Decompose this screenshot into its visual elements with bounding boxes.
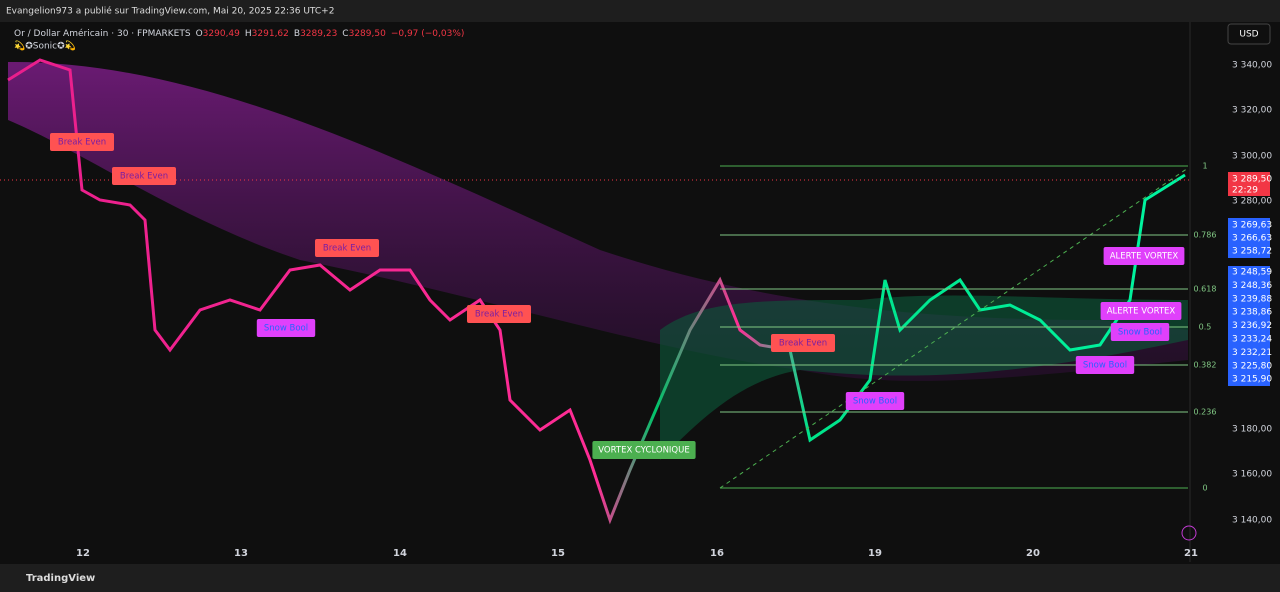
fib-label: 0.236 xyxy=(1194,408,1217,417)
alert-icon[interactable] xyxy=(1181,525,1197,541)
level-label: 3 236,92 xyxy=(1232,321,1272,331)
price-tick-label: 3 160,00 xyxy=(1232,470,1272,480)
annotation-label: Snow Bool xyxy=(1118,328,1162,338)
annotation-box xyxy=(1110,323,1170,341)
currency: USD xyxy=(1239,30,1258,40)
level-label: 3 233,24 xyxy=(1232,335,1272,345)
date-tick-label: 16 xyxy=(710,548,724,559)
price-tick-label: 3 340,00 xyxy=(1232,61,1272,71)
legend-b: 3289,23 xyxy=(300,29,337,39)
last-price-box xyxy=(1228,172,1270,196)
date-tick-label: 20 xyxy=(1026,548,1040,559)
fib-label: 0.786 xyxy=(1194,231,1217,240)
legend-change: −0,97 (−0,03%) xyxy=(391,29,465,39)
fib-label: 0.382 xyxy=(1194,361,1217,370)
annotation-box xyxy=(256,319,316,337)
indicator-cloud xyxy=(8,61,1188,381)
legend-h-label: H xyxy=(245,29,252,39)
date-tick-label: 19 xyxy=(868,548,882,559)
fib-label: 0 xyxy=(1202,484,1207,493)
annotation-box xyxy=(592,441,696,459)
level-label: 3 248,36 xyxy=(1232,281,1272,291)
annotation-label: Break Even xyxy=(323,244,371,254)
date-tick-label: 13 xyxy=(234,548,248,559)
date-tick-label: 15 xyxy=(551,548,565,559)
legend-h: 3291,62 xyxy=(252,29,289,39)
annotation-label: Break Even xyxy=(120,172,168,182)
annotation-label: ALERTE VORTEX xyxy=(1107,307,1176,317)
price-tick-label: 3 320,00 xyxy=(1232,106,1272,116)
date-tick-label: 21 xyxy=(1184,548,1198,559)
level-label: 3 225,80 xyxy=(1232,361,1272,371)
footer-brand: TradingView xyxy=(26,573,95,584)
price-tick-label: 3 180,00 xyxy=(1232,425,1272,435)
level-box xyxy=(1228,218,1270,258)
fib-label: 0.618 xyxy=(1194,285,1217,294)
fib-label: 0.5 xyxy=(1199,323,1212,332)
legend-symbol: Or / Dollar Américain · 30 · FPMARKETS xyxy=(14,28,191,39)
footer-bar xyxy=(0,564,1280,592)
top-bar xyxy=(0,0,1280,22)
legend: Or / Dollar Américain · 30 · FPMARKETS O3… xyxy=(14,28,464,39)
date-tick-label: 14 xyxy=(393,548,407,559)
price-tick-label: 3 140,00 xyxy=(1232,516,1272,526)
annotation-box xyxy=(1103,247,1185,265)
annotation-label: Snow Bool xyxy=(853,397,897,407)
level-label: 3 248,59 xyxy=(1232,268,1272,278)
countdown: 22:29 xyxy=(1232,186,1258,196)
level-box xyxy=(1228,266,1270,386)
price-tick-label: 3 280,00 xyxy=(1232,197,1272,207)
date-tick-label: 12 xyxy=(76,548,90,559)
annotation-box xyxy=(1100,302,1182,320)
annotation-box xyxy=(112,167,176,185)
level-label: 3 258,72 xyxy=(1232,247,1272,257)
level-label: 3 238,86 xyxy=(1232,308,1272,318)
annotation-box xyxy=(1075,356,1135,374)
annotation-label: VORTEX CYCLONIQUE xyxy=(598,446,689,456)
price-tick-label: 3 300,00 xyxy=(1232,152,1272,162)
fib-trend-line xyxy=(719,167,1189,489)
annotation-box xyxy=(315,239,379,257)
annotation-label: Break Even xyxy=(475,310,523,320)
annotation-label: Break Even xyxy=(58,138,106,148)
publisher: Evangelion973 a publié sur TradingView.c… xyxy=(6,6,334,17)
level-label: 3 232,21 xyxy=(1232,348,1272,358)
legend-c: 3289,50 xyxy=(349,29,386,39)
annotation-label: Snow Bool xyxy=(264,324,308,334)
legend-o-label: O xyxy=(196,29,203,39)
legend-b-label: B xyxy=(294,29,300,39)
annotation-label: Break Even xyxy=(779,339,827,349)
fib-label: 1 xyxy=(1202,162,1207,171)
annotation-box xyxy=(467,305,531,323)
legend-c-label: C xyxy=(342,29,348,39)
level-label: 3 215,90 xyxy=(1232,375,1272,385)
indicator-name: 💫✪Sonic✪💫 xyxy=(14,40,76,52)
level-label: 3 239,88 xyxy=(1232,294,1272,304)
level-label: 3 269,63 xyxy=(1232,221,1272,231)
annotation-box xyxy=(50,133,114,151)
annotation-label: ALERTE VORTEX xyxy=(1110,252,1179,262)
price-curve xyxy=(7,58,1186,525)
level-label: 3 266,63 xyxy=(1232,234,1272,244)
currency-button[interactable] xyxy=(1227,23,1271,45)
annotation-box xyxy=(771,334,835,352)
annotation-box xyxy=(845,392,905,410)
annotation-label: Snow Bool xyxy=(1083,361,1127,371)
legend-o: 3290,49 xyxy=(203,29,240,39)
last-price: 3 289,50 xyxy=(1232,175,1272,185)
